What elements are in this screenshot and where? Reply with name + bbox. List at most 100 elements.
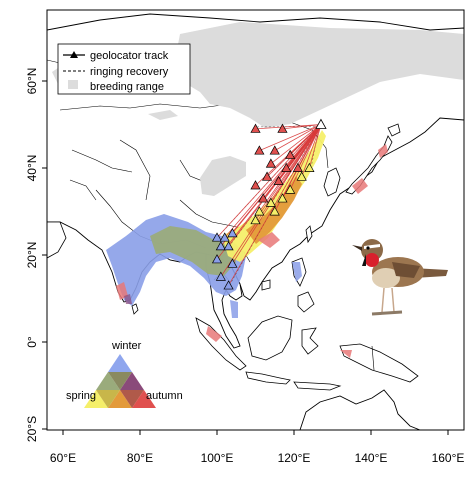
y-tick-label: 20°N: [25, 242, 39, 269]
key-winter-label: winter: [111, 340, 142, 352]
winter-autumn-overlap: [124, 294, 132, 304]
geolocator-track-line: [259, 124, 322, 151]
y-tick-label: 20°S: [25, 416, 39, 442]
track-marker-winter: [223, 241, 234, 251]
legend-breeding-label: breeding range: [90, 81, 164, 93]
landmass-new-guinea: [339, 343, 419, 383]
track-marker-spring: [265, 197, 276, 207]
key-winter-segment: [108, 354, 132, 372]
key-winter-spring-segment: [96, 372, 120, 390]
track-marker-spring: [296, 171, 307, 181]
geolocator-track-line: [216, 124, 322, 238]
track-marker-winter: [211, 232, 223, 242]
winter-range-south: [230, 262, 302, 318]
geolocator-track-line: [224, 124, 322, 238]
track-marker-autumn: [261, 171, 273, 181]
key-autumn-segment: [132, 390, 156, 408]
landmass-sri-lanka: [131, 303, 139, 315]
bird-leg-1: [381, 287, 385, 313]
key-mixed-center: [108, 372, 132, 390]
key-spring-label: spring: [66, 390, 96, 402]
geolocator-track-line: [289, 124, 322, 190]
geolocator-track-line: [301, 124, 322, 177]
bird-leg-2: [391, 287, 395, 313]
geolocator-track-line: [270, 124, 322, 164]
geolocator-track-line: [255, 124, 321, 130]
x-tick-label: 100°E: [201, 451, 234, 465]
legend-breeding-swatch: [68, 80, 78, 89]
x-tick-label: 140°E: [355, 451, 388, 465]
track-marker-spring: [269, 206, 280, 216]
key-autumn-mid: [120, 390, 144, 408]
track-marker-winter: [219, 232, 230, 242]
key-spring-autumn-segment: [108, 390, 132, 408]
landmass-korea: [323, 167, 341, 197]
landmass-java: [245, 371, 342, 391]
landmass-hainan: [261, 279, 271, 291]
geolocator-track-line: [220, 124, 322, 247]
track-marker-autumn: [250, 180, 261, 190]
latitude-axis: 60°N 40°N 20°N 0° 20°S: [25, 68, 47, 442]
bird-red-throat: [365, 253, 379, 267]
track-marker-autumn: [250, 123, 261, 133]
bird-eye: [366, 246, 370, 250]
x-tick-label: 60°E: [50, 451, 76, 465]
track-marker-autumn: [258, 193, 269, 203]
x-tick-label: 120°E: [278, 451, 311, 465]
track-marker-spring: [277, 193, 288, 203]
season-key-triangle: winter spring autumn: [66, 340, 183, 408]
track-marker-autumn: [265, 158, 276, 168]
key-autumn-label: autumn: [146, 390, 183, 402]
track-marker-autumn: [254, 145, 265, 155]
track-marker-winter: [227, 228, 238, 238]
track-marker-autumn: [281, 162, 292, 172]
breeding-site-triangle: [315, 118, 327, 129]
geolocator-track-line: [274, 124, 322, 151]
track-marker-spring: [250, 214, 261, 225]
track-marker-autumn: [277, 123, 288, 133]
longitude-axis: 60°E 80°E 100°E 120°E 140°E 160°E: [50, 430, 464, 465]
winter-spring-overlap: [150, 226, 236, 276]
bird-beak: [352, 245, 362, 251]
legend-geolocator-label: geolocator track: [90, 50, 169, 62]
track-marker-autumn: [273, 175, 284, 185]
legend-box: [57, 43, 191, 95]
legend-ringing-label: ringing recovery: [90, 66, 169, 78]
landmass-hokkaido: [387, 123, 401, 137]
legend: geolocator track ringing recovery breedi…: [57, 43, 191, 95]
landmass-taiwan: [305, 225, 313, 244]
track-marker-winter: [227, 258, 238, 268]
track-marker-autumn: [269, 145, 280, 155]
landmass-sulawesi: [301, 327, 319, 355]
track-marker-spring: [285, 184, 296, 194]
key-winter-autumn-segment: [120, 372, 144, 390]
track-marker-winter: [211, 254, 223, 264]
key-spring-segment: [84, 390, 108, 408]
x-tick-label: 80°E: [127, 451, 153, 465]
breeding-site-marker: [315, 118, 327, 129]
track-marker-autumn: [285, 149, 296, 159]
y-tick-label: 60°N: [25, 68, 39, 95]
landmass-australia: [299, 389, 421, 430]
track-marker-autumn: [292, 162, 303, 172]
geolocator-track-markers: [211, 123, 315, 290]
rubythroat-bird-illustration: [352, 239, 448, 316]
geolocator-track-line: [232, 124, 322, 264]
landmass-arabia: [47, 221, 67, 259]
track-marker-spring: [254, 206, 265, 216]
track-marker-spring: [304, 162, 315, 172]
bird-throat-stripe: [362, 254, 366, 266]
key-spring-mid: [96, 390, 120, 408]
track-marker-winter: [215, 271, 226, 281]
geolocator-track-line: [282, 124, 321, 130]
y-tick-label: 40°N: [25, 155, 39, 182]
bird-perch: [371, 310, 403, 316]
y-tick-label: 0°: [25, 336, 39, 348]
legend-geolocator-triangle-icon: [70, 51, 78, 58]
bird-belly: [372, 268, 400, 288]
map-frame: [46, 9, 465, 431]
winter-range: [106, 214, 246, 306]
bird-wing: [392, 262, 420, 278]
track-marker-winter: [223, 280, 234, 290]
